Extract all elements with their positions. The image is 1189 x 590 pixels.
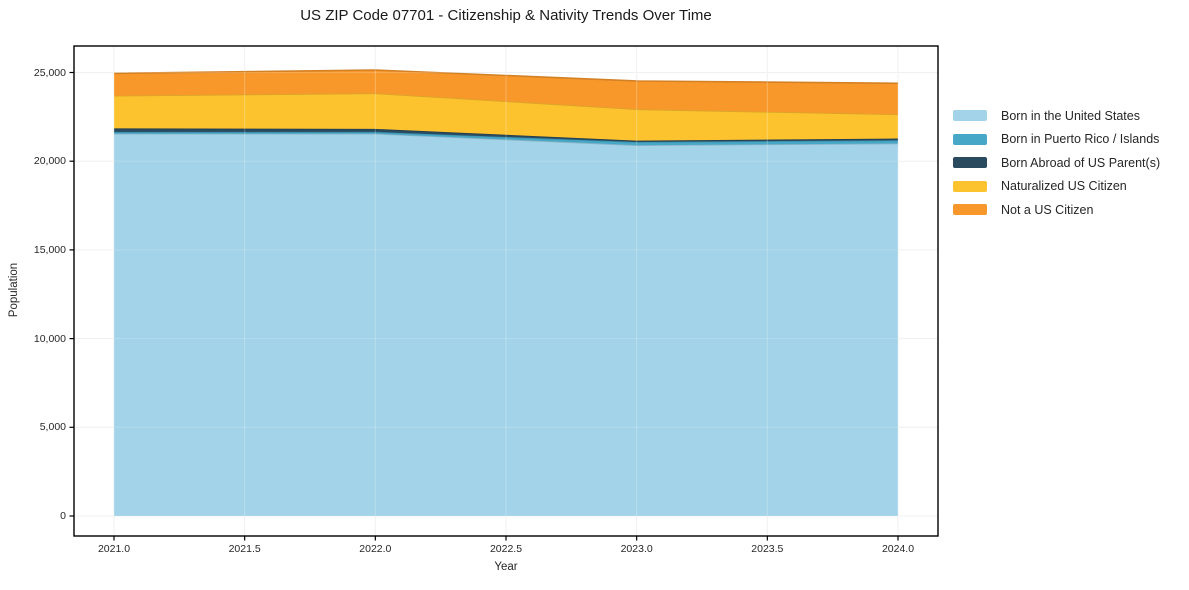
y-tick-label: 5,000: [39, 421, 66, 434]
y-axis-title: Population: [8, 262, 20, 318]
y-tick-label: 20,000: [33, 155, 66, 168]
legend-label: Not a US Citizen: [1001, 202, 1094, 217]
x-tick-label: 2023.5: [751, 543, 784, 555]
legend-item: Born Abroad of US Parent(s): [953, 151, 1160, 175]
legend-swatch-icon: [953, 204, 987, 216]
legend-swatch-icon: [953, 180, 987, 192]
x-tick-label: 2023.0: [620, 543, 653, 555]
x-tick-label: 2021.0: [97, 543, 131, 555]
legend: Born in the United States Born in Puerto …: [953, 104, 1160, 222]
x-tick-label: 2022.0: [359, 543, 392, 555]
y-tick-label: 15,000: [33, 243, 66, 256]
legend-item: Naturalized US Citizen: [953, 175, 1160, 199]
legend-item: Born in the United States: [953, 104, 1160, 128]
chart-title: US ZIP Code 07701 - Citizenship & Nativi…: [300, 7, 712, 24]
legend-swatch-icon: [953, 133, 987, 145]
legend-swatch-icon: [953, 157, 987, 169]
area-1: [114, 133, 898, 516]
legend-item: Born in Puerto Rico / Islands: [953, 128, 1160, 152]
legend-label: Born Abroad of US Parent(s): [1001, 155, 1161, 170]
y-tick-label: 10,000: [33, 332, 66, 345]
area-edge-5: [113, 69, 899, 85]
x-axis-title: Year: [494, 561, 518, 573]
legend-item: Not a US Citizen: [953, 198, 1160, 222]
legend-swatch-icon: [953, 110, 987, 122]
legend-label: Born in Puerto Rico / Islands: [1001, 132, 1160, 147]
y-tick-label: 25,000: [33, 66, 66, 79]
x-tick-label: 2021.5: [228, 543, 261, 555]
area-4: [114, 93, 898, 141]
legend-label: Naturalized US Citizen: [1001, 179, 1127, 194]
x-tick-label: 2024.0: [881, 543, 915, 555]
y-tick-label: 0: [60, 510, 66, 522]
legend-label: Born in the United States: [1001, 108, 1140, 123]
area-5: [114, 70, 898, 115]
x-tick-label: 2022.5: [489, 543, 523, 555]
